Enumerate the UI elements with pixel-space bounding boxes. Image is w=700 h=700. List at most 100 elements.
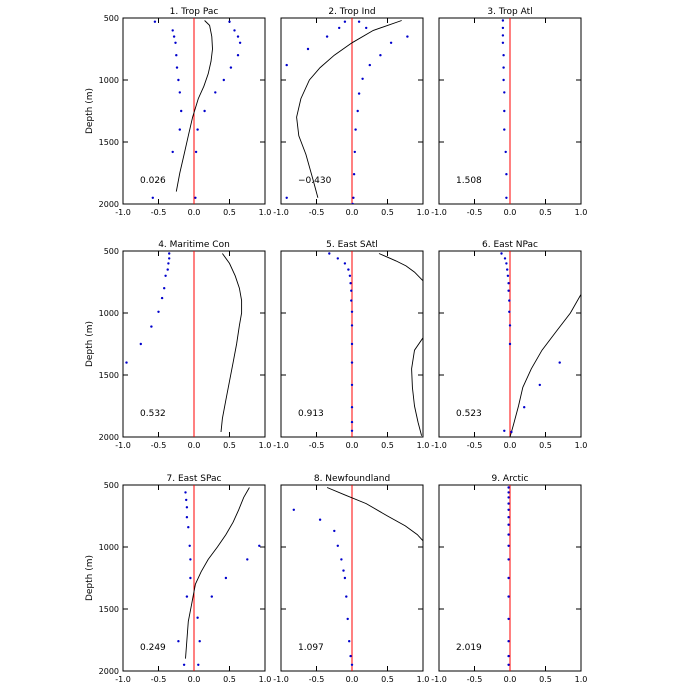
y-tick-label: 1500 (99, 138, 119, 147)
data-point (507, 533, 510, 536)
data-point (197, 663, 200, 666)
data-point (504, 150, 507, 154)
data-point (523, 406, 526, 409)
data-point (365, 26, 368, 30)
data-point (500, 252, 503, 255)
x-tick-label: 0.5 (539, 441, 552, 450)
data-point (502, 54, 505, 57)
data-point (350, 383, 354, 387)
data-point (507, 502, 510, 505)
data-point (285, 63, 288, 67)
data-point (164, 274, 167, 277)
data-point (182, 663, 186, 666)
data-point (189, 558, 192, 561)
data-point (507, 640, 510, 643)
y-axis-label: Depth (m) (85, 555, 95, 601)
series-line-curve (326, 487, 423, 542)
data-point (507, 282, 510, 285)
y-tick-label: 1500 (99, 605, 119, 614)
x-tick-label: 0.0 (188, 675, 201, 684)
data-point (389, 41, 393, 44)
data-point (346, 617, 349, 621)
data-point (188, 544, 191, 547)
data-point (349, 654, 352, 658)
correlation-annotation: 2.019 (456, 643, 482, 653)
data-point (333, 529, 336, 533)
x-tick-label: 0.0 (346, 441, 359, 450)
data-point (508, 299, 511, 302)
panel-4: 4. Maritime Con -1.0 -0.5 0.0 0.5 1.0 500 1000 1… (85, 240, 271, 450)
data-point (167, 262, 170, 265)
data-point (168, 252, 171, 255)
data-point (153, 20, 157, 23)
data-point (177, 78, 180, 82)
data-point (214, 91, 217, 94)
data-point (174, 41, 177, 44)
y-axis-label: Depth (m) (85, 321, 95, 367)
correlation-annotation: 0.913 (298, 409, 324, 419)
panel-6: 6. East NPac -1.0 -0.5 0.0 0.5 1.0 0.523 (431, 240, 587, 450)
x-tick-label: 1.0 (575, 208, 588, 217)
correlation-annotation: 0.532 (140, 409, 166, 419)
data-point (349, 282, 352, 285)
panel-5: 5. East SAtl -1.0 -0.5 0.0 0.5 1.0 0.913 (273, 240, 429, 450)
panel-title: 6. East NPac (482, 240, 538, 250)
data-point (502, 78, 505, 82)
data-point (353, 150, 356, 154)
data-point (508, 324, 512, 327)
data-point (238, 41, 242, 44)
x-tick-label: -1.0 (115, 208, 131, 217)
y-tick-label: 1000 (99, 76, 119, 85)
data-point (352, 173, 356, 176)
x-tick-label: 0.0 (346, 675, 359, 684)
data-point (505, 262, 508, 265)
data-point (501, 34, 505, 37)
x-tick-label: 1.0 (259, 675, 272, 684)
data-point (189, 576, 192, 580)
data-point (350, 663, 354, 666)
data-point (379, 54, 382, 57)
data-point (166, 268, 169, 271)
data-point (185, 498, 188, 502)
data-point (171, 29, 174, 32)
data-point (350, 299, 353, 302)
data-point (507, 544, 510, 547)
data-point (502, 66, 505, 69)
x-tick-label: 1.0 (417, 441, 430, 450)
data-point (196, 616, 199, 619)
panel-title: 7. East SPac (167, 474, 222, 484)
data-point (194, 196, 197, 199)
data-point (228, 20, 231, 23)
data-point (503, 257, 507, 260)
data-point (352, 196, 355, 199)
x-tick-label: 0.5 (539, 208, 552, 217)
y-axis-label: Depth (m) (85, 88, 95, 134)
data-point (507, 491, 510, 494)
data-point (178, 128, 181, 131)
y-tick-label: 500 (104, 481, 119, 490)
data-point (507, 523, 510, 526)
data-point (507, 654, 510, 658)
data-point (157, 310, 160, 313)
panel-title: 8. Newfoundland (314, 474, 390, 484)
x-tick-label: -0.5 (309, 208, 325, 217)
data-point (343, 576, 347, 580)
x-tick-label: 0.0 (504, 441, 517, 450)
data-point (507, 558, 510, 561)
x-tick-label: 0.5 (223, 208, 236, 217)
x-tick-label: -1.0 (431, 441, 447, 450)
x-tick-label: 0.5 (381, 441, 394, 450)
data-point (350, 324, 354, 327)
data-point (177, 640, 180, 643)
data-point (507, 663, 510, 666)
data-point (350, 310, 354, 313)
x-tick-label: -1.0 (273, 675, 289, 684)
x-tick-label: 1.0 (417, 675, 430, 684)
data-point (503, 429, 506, 432)
data-point (357, 20, 361, 23)
data-point (172, 35, 176, 38)
x-tick-label: 0.5 (223, 441, 236, 450)
data-point (505, 173, 508, 176)
correlation-annotation: 1.097 (298, 643, 324, 653)
